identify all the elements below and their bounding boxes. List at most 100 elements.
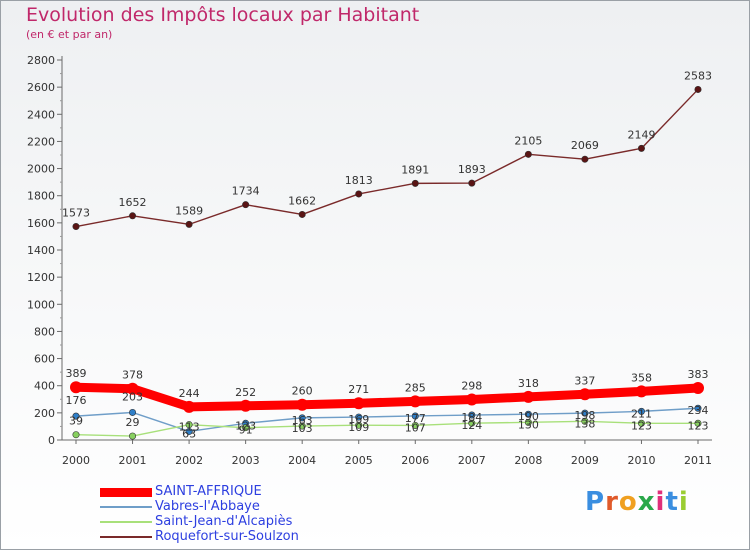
data-point-saint-jean-d-alcapi-s — [242, 424, 250, 432]
data-point-vabres-l-abbaye — [468, 411, 476, 419]
data-label-saint-jean-d-alcapi-s: 109 — [348, 421, 369, 434]
legend-swatch — [100, 487, 152, 497]
x-tick-label: 2003 — [232, 454, 260, 467]
data-label-vabres-l-abbaye: 163 — [292, 414, 313, 427]
logo-letter: P — [585, 487, 606, 517]
series-line-saint-affrique — [75, 382, 699, 412]
data-label-saint-jean-d-alcapi-s: 138 — [574, 417, 595, 430]
data-label-vabres-l-abbaye: 203 — [122, 390, 143, 403]
data-label-roquefort-sur-soulzon: 1734 — [232, 185, 260, 198]
data-label-saint-affrique: 378 — [122, 369, 143, 382]
x-tick-label: 2009 — [571, 454, 599, 467]
data-point-saint-jean-d-alcapi-s — [637, 419, 645, 427]
data-point-roquefort-sur-soulzon — [355, 190, 363, 198]
data-label-vabres-l-abbaye: 63 — [182, 427, 196, 440]
data-label-saint-jean-d-alcapi-s: 113 — [179, 421, 200, 434]
proxiti-logo: Proxiti — [585, 487, 689, 517]
data-label-saint-affrique: 252 — [235, 386, 256, 399]
y-tick-label: 0 — [48, 434, 55, 447]
data-point-saint-affrique — [70, 381, 82, 394]
data-label-roquefort-sur-soulzon: 2149 — [627, 128, 655, 141]
data-point-vabres-l-abbaye — [355, 413, 363, 421]
data-point-saint-affrique — [239, 399, 252, 412]
data-point-saint-affrique — [578, 388, 591, 401]
legend-label: Saint-Jean-d'Alcapiès — [155, 514, 293, 529]
data-point-saint-affrique — [465, 393, 478, 406]
logo-letter: x — [637, 487, 656, 517]
data-label-roquefort-sur-soulzon: 1573 — [62, 207, 90, 220]
data-point-saint-affrique — [635, 385, 648, 398]
chart-title: Evolution des Impôts locaux par Habitant — [26, 4, 420, 26]
legend-label: Roquefort-sur-Soulzon — [155, 529, 299, 544]
data-label-saint-affrique: 318 — [518, 377, 539, 390]
data-label-vabres-l-abbaye: 177 — [405, 412, 426, 425]
data-point-vabres-l-abbaye — [694, 404, 702, 412]
data-point-saint-jean-d-alcapi-s — [298, 422, 306, 430]
legend-swatch — [100, 521, 152, 523]
data-point-roquefort-sur-soulzon — [242, 201, 250, 209]
data-label-saint-affrique: 389 — [66, 367, 87, 380]
data-label-vabres-l-abbaye: 169 — [348, 413, 369, 426]
data-point-roquefort-sur-soulzon — [72, 223, 80, 231]
logo-letter: o — [618, 487, 638, 517]
data-point-vabres-l-abbaye — [524, 410, 532, 418]
data-point-saint-affrique — [692, 382, 704, 395]
data-point-vabres-l-abbaye — [129, 408, 137, 416]
y-tick-label: 400 — [34, 380, 55, 393]
data-label-roquefort-sur-soulzon: 2069 — [571, 139, 599, 152]
x-tick-label: 2011 — [684, 454, 712, 467]
data-point-saint-jean-d-alcapi-s — [694, 419, 702, 427]
y-tick-label: 2400 — [27, 108, 55, 121]
data-label-saint-jean-d-alcapi-s: 39 — [69, 415, 83, 428]
y-tick-label: 600 — [34, 353, 55, 366]
chart-subtitle: (en € et par an) — [26, 28, 113, 41]
data-label-saint-affrique: 260 — [292, 385, 313, 398]
data-point-roquefort-sur-soulzon — [468, 179, 476, 187]
data-label-roquefort-sur-soulzon: 1891 — [401, 163, 429, 176]
y-tick-label: 200 — [34, 407, 55, 420]
legend-swatch — [100, 536, 152, 538]
data-point-vabres-l-abbaye — [637, 407, 645, 415]
data-label-roquefort-sur-soulzon: 2583 — [684, 69, 712, 82]
series-line-vabres-l-abbaye — [75, 407, 699, 433]
y-tick-label: 1000 — [27, 298, 55, 311]
y-tick-label: 2200 — [27, 135, 55, 148]
data-label-roquefort-sur-soulzon: 1813 — [345, 174, 373, 187]
logo-letter: r — [605, 487, 619, 517]
x-tick-label: 2005 — [345, 454, 373, 467]
series-line-saint-jean-d-alcapi-s — [75, 420, 698, 437]
data-point-roquefort-sur-soulzon — [694, 85, 702, 93]
data-point-saint-jean-d-alcapi-s — [355, 421, 363, 429]
data-label-vabres-l-abbaye: 211 — [631, 407, 652, 420]
logo-letter: i — [655, 487, 666, 517]
data-label-saint-affrique: 285 — [405, 381, 426, 394]
logo-letter: t — [665, 487, 679, 517]
data-label-saint-jean-d-alcapi-s: 91 — [239, 424, 253, 437]
x-tick-label: 2008 — [514, 454, 542, 467]
legend-swatch — [100, 506, 152, 508]
data-point-saint-affrique — [522, 390, 535, 403]
data-label-saint-affrique: 358 — [631, 371, 652, 384]
data-point-saint-jean-d-alcapi-s — [411, 421, 419, 429]
data-point-roquefort-sur-soulzon — [411, 179, 419, 187]
data-label-saint-jean-d-alcapi-s: 29 — [126, 416, 140, 429]
data-label-roquefort-sur-soulzon: 1652 — [119, 196, 147, 209]
y-tick-label: 1800 — [27, 190, 55, 203]
data-label-saint-jean-d-alcapi-s: 130 — [518, 418, 539, 431]
logo-letter: i — [678, 487, 689, 517]
data-point-saint-affrique — [296, 398, 309, 411]
legend-label: SAINT-AFFRIQUE — [155, 484, 262, 499]
data-point-saint-jean-d-alcapi-s — [524, 418, 532, 426]
x-tick-label: 2001 — [119, 454, 147, 467]
data-label-saint-jean-d-alcapi-s: 123 — [688, 419, 709, 432]
data-label-vabres-l-abbaye: 198 — [574, 409, 595, 422]
data-point-saint-affrique — [183, 400, 196, 413]
y-tick-label: 2000 — [27, 163, 55, 176]
data-point-saint-jean-d-alcapi-s — [72, 431, 80, 439]
data-label-vabres-l-abbaye: 184 — [461, 411, 482, 424]
data-point-roquefort-sur-soulzon — [129, 212, 137, 220]
x-tick-label: 2000 — [62, 454, 90, 467]
data-label-saint-jean-d-alcapi-s: 107 — [405, 421, 426, 434]
